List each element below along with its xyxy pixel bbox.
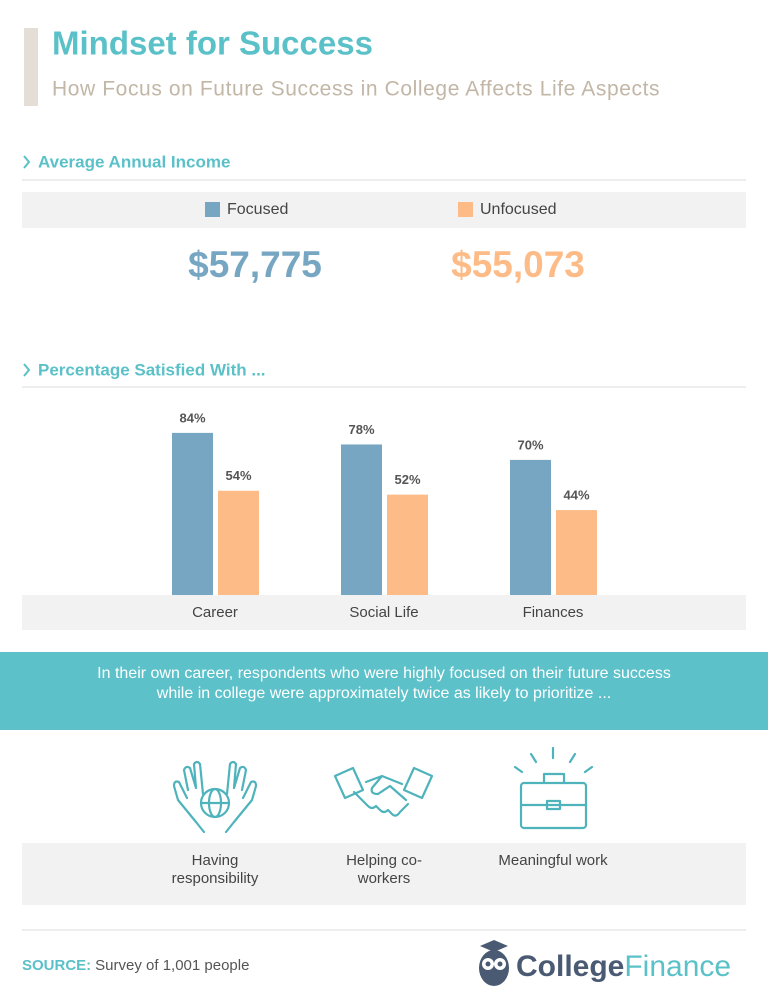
legend: Focused Unfocused (205, 201, 557, 218)
section-heading: Average Annual Income (38, 152, 230, 171)
title: Mindset for Success (52, 25, 373, 62)
x-tick-label: Finances (523, 604, 584, 621)
priority-box: Having responsibility (171, 852, 259, 887)
bar (218, 490, 259, 595)
priority-label: Meaningful work (498, 852, 608, 869)
callout-band (0, 652, 768, 730)
bar (172, 432, 213, 595)
priority-box: Helping co-workers (346, 852, 422, 887)
logo-owl (479, 940, 509, 986)
legend-swatch (458, 202, 473, 217)
legend-label: Unfocused (480, 201, 557, 218)
priority-box: Meaningful work (498, 852, 608, 869)
bar (510, 459, 551, 595)
income-value: $55,073 (451, 244, 585, 285)
priority-label: Helping co-workers (346, 852, 422, 887)
legend-swatch (205, 202, 220, 217)
section-heading: Percentage Satisfied With ... (38, 360, 266, 379)
chevron (23, 363, 31, 377)
value-label: 44% (563, 488, 589, 503)
priority-label: Having responsibility (171, 852, 259, 887)
x-tick-label: Social Life (349, 604, 418, 621)
priority-band (22, 843, 746, 905)
value-label: 52% (394, 472, 420, 487)
bar (387, 494, 428, 595)
bar (556, 510, 597, 595)
value-label: 78% (348, 422, 374, 437)
chevron (23, 155, 31, 169)
source-label: SOURCE: (22, 957, 91, 974)
income-value: $57,775 (188, 244, 322, 285)
priority-labels: Having responsibility Helping co-workers M… (171, 852, 608, 887)
logo-second: Finance (624, 950, 731, 983)
legend-band (22, 192, 746, 228)
callout-box: In their own career, respondents who wer… (97, 665, 671, 702)
value-label: 54% (225, 468, 251, 483)
category-band (22, 595, 746, 630)
legend-label: Focused (227, 201, 288, 218)
callout: In their own career, respondents who wer… (97, 665, 671, 702)
bar (341, 444, 382, 595)
logo-first: College (516, 950, 624, 983)
icon-hands-globe (172, 760, 258, 834)
plot: Career 84% 54% Social Life 78% 52% Finances 70%… (172, 410, 597, 621)
subtitle: How Focus on Future Success in College A… (52, 78, 660, 101)
logo: CollegeFinance (516, 950, 731, 983)
source: SOURCE: Survey of 1,001 people (22, 957, 249, 974)
icon-briefcase (513, 746, 594, 830)
value-label: 70% (517, 437, 543, 452)
icon-handshake (333, 766, 434, 817)
x-tick-label: Career (192, 604, 238, 621)
title-accent (24, 28, 38, 106)
value-label: 84% (179, 410, 205, 425)
source-text: Survey of 1,001 people (95, 957, 249, 974)
